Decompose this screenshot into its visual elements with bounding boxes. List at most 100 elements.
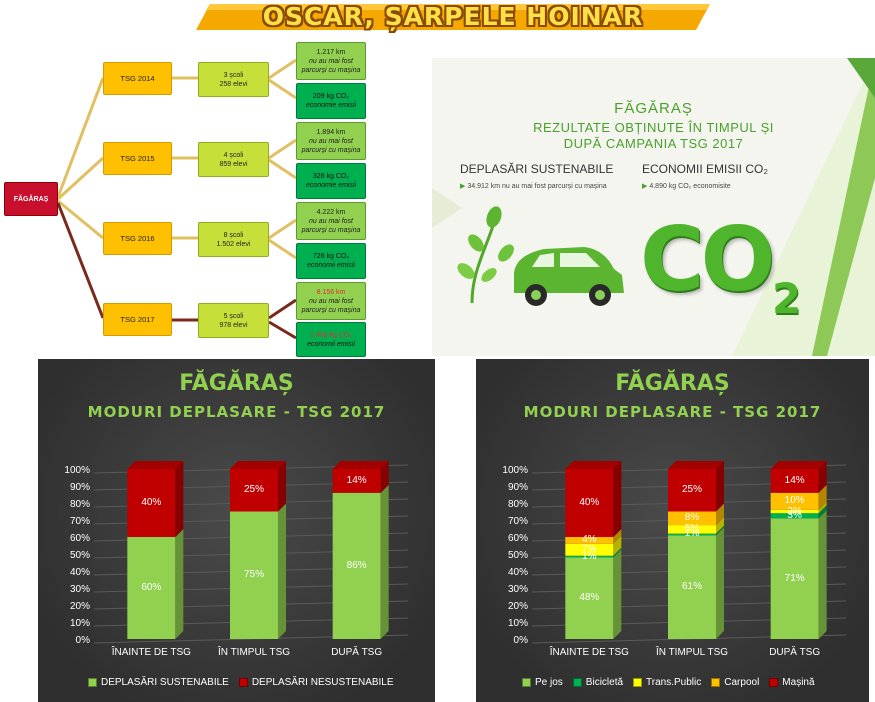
bar-segment (127, 469, 176, 537)
bar-segment (565, 537, 614, 544)
x-category-label: DUPĂ TSG (331, 647, 383, 658)
chart-travel-modes: FĂGĂRAȘ MODURI DEPLASARE - TSG 2017 0% 10… (476, 359, 869, 702)
bar-segment (668, 525, 716, 534)
schools-count: 3 școli (223, 71, 244, 79)
legend-label: Mașină (782, 677, 815, 688)
bar-side (613, 547, 622, 558)
y-tick-label: 20% (69, 601, 90, 612)
schools-count: 5 școli (223, 312, 244, 320)
y-tick-label: 10% (69, 618, 90, 629)
tsg-2014-node: TSG 2014 (103, 62, 172, 95)
bar-top (230, 461, 286, 469)
km-note: nu au mai fost parcurși cu mașina (301, 217, 361, 234)
students-count: 258 elevi (219, 80, 248, 88)
tsg-2015-node: TSG 2015 (103, 142, 172, 175)
bar-top (127, 461, 184, 469)
schools-2016-node: 8 școli 1.502 elevi (198, 222, 269, 257)
bar-segment (127, 537, 176, 639)
bar-side (818, 501, 827, 514)
y-tick-label: 20% (507, 601, 528, 612)
km-note: nu au mai fost parcurși cu mașina (301, 137, 361, 154)
bar-side (818, 461, 827, 493)
panel-subtitle-1: REZULTATE OBȚINUTE ÎN TIMPUL ȘI (533, 120, 774, 135)
bar-side (380, 461, 389, 493)
bar-top (565, 461, 622, 469)
data-label: 7% (582, 543, 597, 555)
bar-side (175, 529, 184, 639)
x-category-label: ÎNAINTE DE TSG (111, 647, 191, 658)
y-tick-label: 50% (507, 550, 528, 561)
heading-sustainable-trips: DEPLASĂRI SUSTENABILE (460, 162, 614, 176)
data-label: 75% (243, 569, 264, 581)
schools-2014-node: 3 școli 258 elevi (198, 62, 269, 97)
bar-side (716, 517, 724, 534)
results-panel: FĂGĂRAȘ REZULTATE OBȚINUTE ÎN TIMPUL ȘI … (432, 58, 875, 356)
students-count: 1.502 elevi (216, 240, 251, 248)
bar-side (613, 549, 622, 639)
bar-segment (770, 509, 819, 514)
bar-segment (332, 492, 381, 639)
bar-top (770, 461, 827, 469)
km-value: 1.894 km (316, 128, 346, 136)
legend-item: Bicicletă (572, 677, 624, 688)
bar-side (716, 525, 724, 536)
co2-subscript-graphic: 2 (772, 274, 802, 323)
bar-side (613, 529, 622, 544)
students-count: 859 elevi (219, 160, 248, 168)
co2-value: 1.403 kg CO₂ (309, 331, 353, 339)
co2-note: economie emisii (305, 102, 357, 109)
bar-side (613, 535, 622, 556)
km-value: 8.156 km (316, 288, 346, 296)
data-label: 4% (582, 534, 597, 546)
data-label: 86% (346, 559, 367, 571)
y-tick-label: 50% (69, 550, 90, 561)
legend-label: Bicicletă (585, 677, 624, 688)
legend-label: Carpool (724, 677, 760, 688)
chart-plot (531, 461, 847, 644)
legend-swatch (572, 677, 582, 687)
data-label: 1% (684, 528, 700, 540)
bar-segment (770, 469, 819, 493)
legend-label: DEPLASĂRI SUSTENABILE (101, 677, 229, 688)
km-2017-node: 8.156 km nu au mai fost parcurși cu mași… (296, 282, 366, 320)
data-label: 8% (684, 512, 700, 524)
chart-legend: DEPLASĂRI SUSTENABILE DEPLASĂRI NESUSTENA… (88, 677, 404, 688)
km-value: 1.217 km (316, 48, 346, 56)
bar-side (278, 503, 286, 639)
data-label: 2% (787, 505, 802, 517)
y-tick-label: 80% (507, 499, 528, 510)
bar-top (668, 461, 724, 469)
schools-2015-node: 4 școli 859 elevi (198, 142, 269, 177)
y-tick-label: 0% (75, 635, 90, 646)
data-label: 10% (784, 495, 805, 507)
panel-subtitle-2: DUPĂ CAMPANIA TSG 2017 (563, 136, 744, 151)
panel-city: FĂGĂRAȘ (614, 100, 693, 117)
bar-segment (565, 543, 614, 556)
km-value: 4.222 km (316, 208, 346, 216)
chart-title: FĂGĂRAȘ (615, 371, 730, 396)
legend-swatch (711, 677, 721, 687)
chart-subtitle: MODURI DEPLASARE - TSG 2017 (87, 403, 386, 421)
y-tick-label: 60% (507, 533, 528, 544)
data-label: 25% (681, 484, 702, 496)
tsg-label: TSG 2014 (120, 74, 155, 83)
tree-root-fagaras: FĂGĂRAȘ (4, 182, 58, 216)
data-label: 48% (579, 592, 600, 604)
y-tick-label: 30% (507, 584, 528, 595)
co2-value: 326 kg CO₂ (312, 173, 350, 180)
legend-swatch (238, 677, 248, 687)
bar-segment (332, 469, 381, 493)
legend-item: Pe jos (522, 677, 563, 688)
data-label: 1% (582, 550, 597, 562)
y-tick-label: 90% (507, 482, 528, 493)
bullet-arrow-icon: ▶ (460, 183, 466, 190)
bar-side (278, 461, 286, 512)
co2-2016-node: 726 kg CO₂ economii emisii (296, 243, 366, 279)
x-category-label: ÎN TIMPUL TSG (655, 647, 729, 658)
bar-top (332, 461, 389, 469)
bar-segment (770, 518, 819, 639)
bar-side (613, 461, 622, 537)
bar-segment (668, 533, 716, 536)
schools-count: 8 școli (223, 231, 244, 239)
x-category-label: DUPĂ TSG (769, 647, 821, 658)
